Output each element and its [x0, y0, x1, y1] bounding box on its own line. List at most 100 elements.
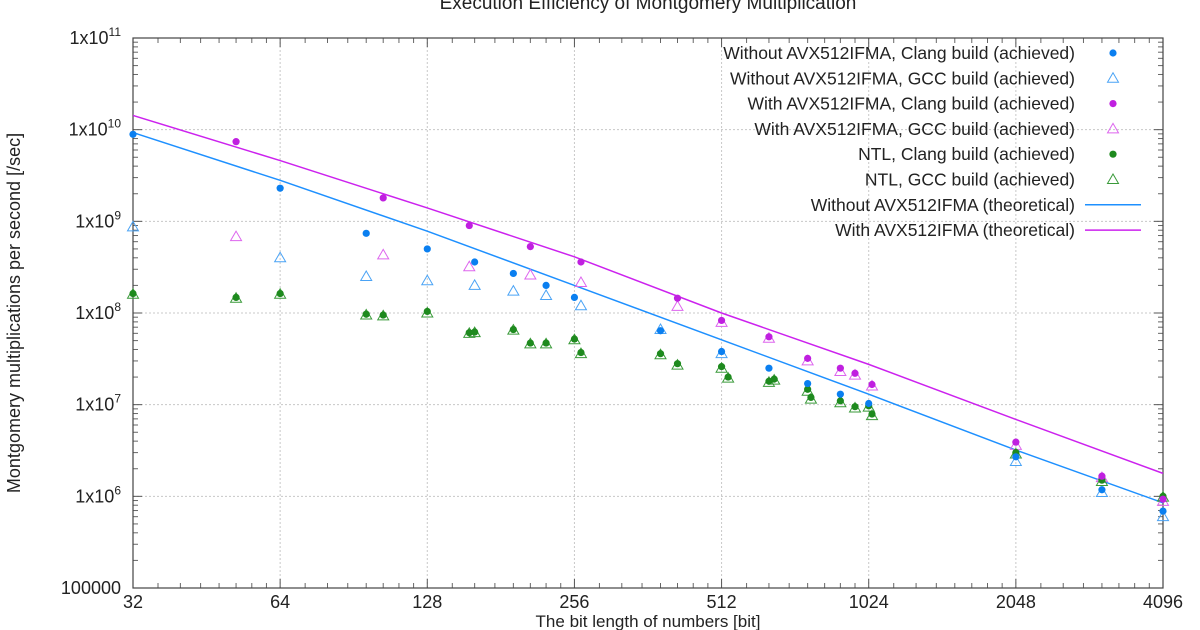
legend-item: With AVX512IFMA, GCC build (achieved): [754, 119, 1120, 139]
data-point: [465, 329, 473, 337]
series-layer: [126, 114, 1170, 522]
data-point: [362, 310, 370, 318]
data-point: [1156, 510, 1170, 522]
data-point: [868, 380, 876, 389]
theoretical-line: [132, 114, 1164, 475]
data-point: [232, 293, 240, 301]
data-point: [574, 276, 588, 288]
x-tick-label: 32: [123, 592, 143, 612]
legend: Without AVX512IFMA, Clang build (achieve…: [723, 43, 1141, 240]
data-point: [671, 299, 684, 311]
data-point: [656, 350, 665, 358]
series-3: [229, 230, 1170, 506]
y-tick-label: 1x1010: [69, 117, 122, 140]
data-point: [724, 373, 732, 381]
data-point: [851, 403, 859, 411]
data-point: [273, 251, 287, 263]
data-point: [539, 289, 553, 301]
data-point: [804, 379, 812, 388]
data-point: [376, 248, 390, 260]
data-point: [765, 333, 773, 341]
series-6: [132, 131, 1164, 504]
x-tick-label: 64: [270, 592, 290, 612]
series-4: [129, 289, 1167, 500]
data-point: [523, 268, 537, 280]
data-point: [129, 289, 137, 298]
chart-title: Execution Efficiency of Montgomery Multi…: [440, 0, 857, 14]
data-point: [1159, 507, 1167, 515]
data-point: [577, 258, 585, 266]
data-point: [129, 130, 137, 138]
legend-item: Without AVX512IFMA, GCC build (achieved): [730, 68, 1120, 88]
data-point: [462, 260, 476, 272]
data-point: [423, 245, 431, 253]
data-point: [1012, 438, 1020, 446]
data-point: [770, 375, 778, 383]
data-point: [229, 230, 243, 242]
theoretical-line: [132, 131, 1164, 504]
data-point: [836, 397, 844, 405]
data-point: [379, 311, 387, 319]
data-point: [673, 360, 682, 368]
x-axis-label: The bit length of numbers [bit]: [536, 612, 761, 630]
x-tick-label: 4096: [1143, 592, 1183, 612]
data-point: [851, 369, 859, 377]
legend-item: With AVX512IFMA (theoretical): [835, 220, 1141, 240]
data-point: [1098, 472, 1106, 480]
legend-label: With AVX512IFMA (theoretical): [835, 220, 1075, 240]
x-tick-label: 2048: [996, 592, 1036, 612]
y-tick-label: 1x1011: [69, 25, 121, 48]
data-point: [834, 365, 847, 377]
legend-label: NTL, GCC build (achieved): [865, 170, 1075, 190]
data-point: [804, 385, 812, 393]
legend-label: With AVX512IFMA, Clang build (achieved): [748, 94, 1075, 114]
data-point: [1109, 100, 1117, 108]
series-7: [132, 114, 1164, 475]
legend-item: Without AVX512IFMA (theoretical): [811, 195, 1141, 215]
data-point: [359, 270, 373, 282]
data-point: [542, 281, 550, 290]
data-point: [836, 390, 844, 398]
y-tick-label: 1x109: [75, 208, 121, 231]
legend-label: Without AVX512IFMA, GCC build (achieved): [730, 68, 1075, 88]
y-tick-label: 100000: [61, 578, 121, 598]
data-point: [468, 278, 482, 290]
data-point: [126, 220, 140, 232]
data-point: [1098, 486, 1106, 494]
axes: 1x1011 1x1010 1x109 1x108 1x107 1x106 10000032…: [61, 25, 1183, 612]
x-tick-label: 1024: [849, 592, 889, 612]
y-tick-label: 1x108: [75, 300, 121, 323]
series-2: [232, 138, 1167, 503]
data-point: [420, 274, 434, 286]
data-point: [717, 363, 726, 371]
data-point: [656, 327, 665, 335]
data-point: [379, 194, 387, 202]
data-point: [1109, 150, 1117, 158]
y-tick-label: 1x106: [75, 483, 121, 506]
data-point: [276, 289, 284, 298]
data-point: [471, 258, 479, 266]
data-point: [577, 348, 585, 357]
data-point: [868, 410, 876, 418]
legend-item: NTL, Clang build (achieved): [858, 144, 1117, 164]
series-5: [126, 287, 1170, 502]
data-point: [1159, 495, 1167, 503]
legend-item: Without AVX512IFMA, Clang build (achieve…: [723, 43, 1117, 63]
data-point: [673, 294, 682, 302]
legend-item: NTL, GCC build (achieved): [865, 170, 1120, 190]
data-point: [717, 347, 726, 356]
legend-item: With AVX512IFMA, Clang build (achieved): [748, 94, 1117, 114]
data-point: [1106, 122, 1120, 134]
data-point: [574, 299, 588, 311]
legend-label: NTL, Clang build (achieved): [858, 144, 1075, 164]
data-point: [465, 221, 473, 230]
data-point: [509, 325, 517, 334]
data-point: [232, 138, 240, 146]
data-point: [717, 316, 726, 325]
y-tick-label: 1x107: [75, 392, 121, 415]
data-point: [362, 229, 370, 237]
data-point: [1106, 173, 1120, 184]
data-point: [423, 307, 431, 316]
data-point: [509, 269, 517, 278]
